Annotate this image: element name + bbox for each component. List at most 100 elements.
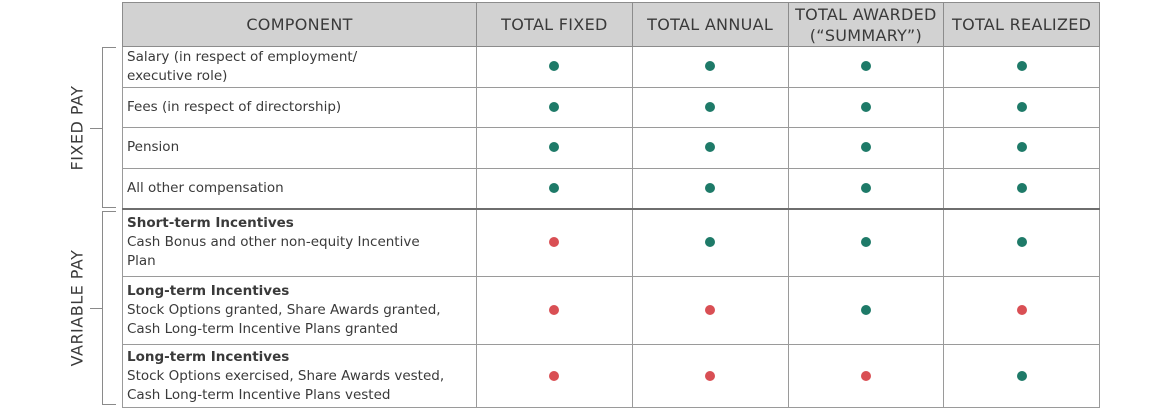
variable-pay-label: VARIABLE PAY	[67, 249, 87, 367]
total-realized-dot	[1016, 305, 1027, 315]
indicator-cell	[787, 127, 945, 169]
component-text: Stock Options exercised, Share Awards ve…	[127, 367, 445, 384]
total-fixed-dot	[549, 61, 560, 72]
total-awarded-dot	[860, 237, 871, 248]
total-annual-dot	[705, 182, 716, 193]
component-title: Short-term Incentives	[127, 215, 294, 232]
indicator-cell	[943, 344, 1100, 408]
indicator-cell	[943, 46, 1100, 88]
total-fixed-dot	[549, 237, 560, 248]
component-text: All other compensation	[127, 179, 284, 196]
total-fixed-dot	[549, 305, 560, 315]
indicator-cell	[943, 207, 1100, 277]
header-text: TOTAL AWARDED	[795, 4, 937, 24]
total-fixed-dot	[549, 370, 560, 381]
variable-pay-group: VARIABLE PAY	[0, 211, 122, 405]
component-text: Salary (in respect of employment/	[127, 48, 358, 65]
component-title: Long-term Incentives	[127, 348, 290, 365]
indicator-cell	[787, 344, 945, 408]
variable-pay-bracket	[102, 211, 116, 405]
total-awarded-dot	[860, 61, 871, 72]
indicator-cell	[476, 167, 633, 209]
indicator-cell	[943, 127, 1100, 169]
header-component: COMPONENT	[122, 2, 477, 47]
header-total-annual: TOTAL ANNUAL	[631, 2, 789, 47]
indicator-cell	[476, 46, 633, 88]
indicator-cell	[631, 276, 789, 345]
component-text: Stock Options granted, Share Awards gran…	[127, 302, 441, 318]
table-row: Short-term Incentives Cash Bonus and othe…	[122, 207, 1100, 277]
indicator-cell	[631, 344, 789, 408]
fixed-pay-group: FIXED PAY	[0, 47, 122, 208]
total-annual-dot	[705, 237, 716, 248]
header-total-awarded: TOTAL AWARDED (“SUMMARY”)	[787, 2, 945, 47]
component-text: Cash Long-term Incentive Plans granted	[127, 321, 399, 337]
indicator-cell	[943, 276, 1100, 345]
total-realized-dot	[1016, 61, 1027, 72]
total-awarded-dot	[860, 142, 871, 153]
total-annual-dot	[705, 61, 716, 72]
component-text: Plan	[127, 253, 156, 270]
table-row: Pension	[122, 127, 1100, 169]
table-row: Long-term Incentives Stock Options grante…	[122, 276, 1100, 345]
total-awarded-dot	[860, 305, 871, 315]
component-cell: Short-term Incentives Cash Bonus and othe…	[122, 207, 477, 277]
total-realized-dot	[1016, 182, 1027, 193]
total-annual-dot	[705, 101, 716, 112]
indicator-cell	[631, 127, 789, 169]
total-realized-dot	[1016, 237, 1027, 248]
component-cell: Pension	[122, 127, 477, 169]
total-fixed-dot	[549, 182, 560, 193]
indicator-cell	[476, 344, 633, 408]
component-cell: Long-term Incentives Stock Options grante…	[122, 276, 477, 345]
table-row: Fees (in respect of directorship)	[122, 86, 1100, 128]
table-row: All other compensation	[122, 167, 1100, 209]
total-fixed-dot	[549, 101, 560, 112]
indicator-cell	[787, 276, 945, 345]
table-row: Long-term Incentives Stock Options exerci…	[122, 344, 1100, 408]
compensation-table: COMPONENT TOTAL FIXED TOTAL ANNUAL TOTAL…	[122, 2, 1100, 408]
indicator-cell	[631, 207, 789, 277]
fixed-pay-bracket	[102, 47, 116, 208]
indicator-cell	[476, 276, 633, 345]
total-awarded-dot	[860, 182, 871, 193]
indicator-cell	[787, 86, 945, 128]
indicator-cell	[787, 167, 945, 209]
total-realized-dot	[1016, 101, 1027, 112]
indicator-cell	[631, 86, 789, 128]
header-text: TOTAL FIXED	[501, 15, 608, 34]
header-row: COMPONENT TOTAL FIXED TOTAL ANNUAL TOTAL…	[122, 2, 1100, 47]
header-text: COMPONENT	[246, 15, 353, 34]
component-text: Pension	[127, 139, 180, 156]
component-cell: Salary (in respect of employment/executi…	[122, 46, 477, 88]
indicator-cell	[787, 46, 945, 88]
header-subtext: (“SUMMARY”)	[809, 25, 923, 45]
component-text: Cash Long-term Incentive Plans vested	[127, 386, 391, 403]
component-text: executive role)	[127, 67, 228, 84]
total-annual-dot	[705, 305, 716, 315]
header-total-fixed: TOTAL FIXED	[476, 2, 633, 47]
indicator-cell	[476, 127, 633, 169]
table-row: Salary (in respect of employment/executi…	[122, 46, 1100, 88]
component-text: Cash Bonus and other non-equity Incentiv…	[127, 234, 420, 251]
header-text: TOTAL REALIZED	[952, 15, 1092, 34]
total-annual-dot	[705, 370, 716, 381]
component-title: Long-term Incentives	[127, 283, 290, 299]
indicator-cell	[787, 207, 945, 277]
total-fixed-dot	[549, 142, 560, 153]
indicator-cell	[943, 86, 1100, 128]
component-cell: Long-term Incentives Stock Options exerci…	[122, 344, 477, 408]
fixed-pay-label: FIXED PAY	[67, 85, 87, 170]
header-total-realized: TOTAL REALIZED	[943, 2, 1100, 47]
variable-pay-bracket-tick	[90, 308, 102, 309]
fixed-pay-bracket-tick	[90, 127, 102, 129]
indicator-cell	[943, 167, 1100, 209]
total-realized-dot	[1016, 370, 1027, 381]
component-cell: All other compensation	[122, 167, 477, 209]
component-cell: Fees (in respect of directorship)	[122, 86, 477, 128]
indicator-cell	[476, 207, 633, 277]
total-realized-dot	[1016, 142, 1027, 153]
total-awarded-dot	[860, 101, 871, 112]
indicator-cell	[476, 86, 633, 128]
total-annual-dot	[705, 142, 716, 153]
